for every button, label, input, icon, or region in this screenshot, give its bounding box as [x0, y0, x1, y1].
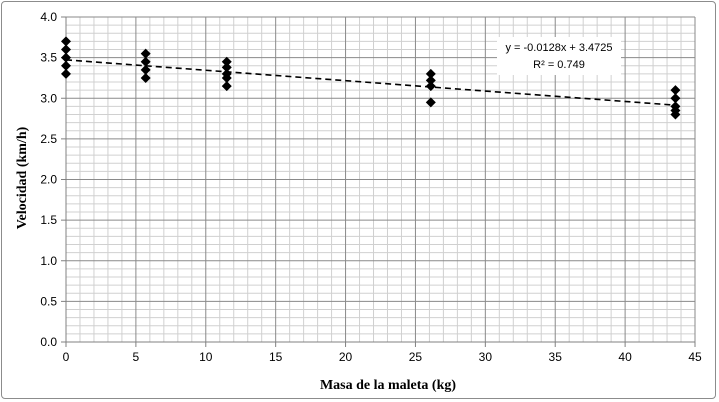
- y-tick-label: 3.5: [40, 51, 57, 65]
- x-tick-label: 40: [618, 350, 632, 364]
- x-tick-labels: 0 5 10 15 20 25 30 35 40 45: [63, 350, 702, 364]
- data-point: [425, 75, 436, 86]
- data-point: [61, 36, 71, 47]
- data-point: [140, 48, 151, 59]
- x-tick-label: 10: [199, 350, 213, 364]
- y-axis-title: Velocidad (km/h): [15, 126, 30, 229]
- data-point: [61, 44, 71, 55]
- data-point: [425, 97, 436, 108]
- data-point: [670, 109, 681, 120]
- y-tick-label: 2.0: [40, 173, 57, 187]
- y-tick-label: 0.0: [40, 335, 57, 349]
- equation-box: y = -0.0128x + 3.4725 R² = 0.749: [497, 37, 621, 75]
- x-tick-label: 30: [479, 350, 493, 364]
- x-tick-label: 20: [339, 350, 353, 364]
- data-point: [221, 62, 232, 73]
- x-tick-label: 35: [549, 350, 563, 364]
- x-tick-label: 45: [688, 350, 702, 364]
- data-point: [61, 52, 71, 63]
- data-points: [61, 36, 681, 120]
- data-point: [425, 68, 436, 79]
- data-point: [221, 81, 232, 92]
- equation-background: [497, 37, 621, 75]
- x-tick-label: 15: [269, 350, 283, 364]
- y-tick-labels: 0.0 0.5 1.0 1.5 2.0 2.5 3.0 3.5 4.0: [40, 10, 57, 349]
- data-point: [140, 64, 151, 75]
- y-tick-label: 1.5: [40, 213, 57, 227]
- data-point: [425, 81, 436, 92]
- trendline-group: [65, 59, 676, 107]
- data-point: [221, 72, 232, 83]
- data-point: [140, 56, 151, 67]
- x-tick-label: 25: [409, 350, 423, 364]
- data-point: [61, 68, 71, 79]
- y-tick-label: 0.5: [40, 294, 57, 308]
- data-point: [140, 72, 151, 83]
- x-tick-label: 0: [63, 350, 70, 364]
- trendline: [65, 59, 676, 107]
- x-axis-title: Masa de la maleta (kg): [320, 378, 456, 393]
- y-tick-label: 4.0: [40, 10, 57, 24]
- data-point: [61, 60, 71, 71]
- x-tick-label: 5: [133, 350, 140, 364]
- y-tick-label: 2.5: [40, 132, 57, 146]
- trendline-equation: y = -0.0128x + 3.4725: [505, 42, 612, 54]
- data-point: [670, 93, 681, 104]
- data-point: [670, 85, 681, 96]
- y-tick-label: 3.0: [40, 91, 57, 105]
- trendline-r2: R² = 0.749: [533, 59, 585, 71]
- y-tick-label: 1.0: [40, 254, 57, 268]
- data-point: [221, 56, 232, 67]
